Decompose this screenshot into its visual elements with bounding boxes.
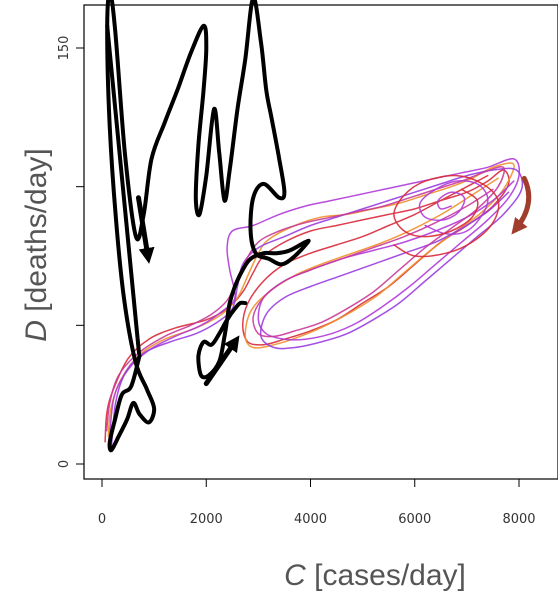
observed-line-0: [105, 0, 311, 453]
y-axis-variable: D: [20, 320, 53, 342]
x-axis: 0 2000 4000 6000 8000: [98, 479, 536, 527]
direction-arrow-2: [511, 175, 532, 235]
x-tick-label: 6000: [398, 512, 431, 527]
simulated-line-7: [418, 180, 489, 235]
observed-trajectory: [105, 0, 311, 453]
x-tick-label: 8000: [502, 512, 535, 527]
y-tick-label: 0: [57, 460, 72, 468]
direction-arrow-1: [203, 335, 240, 387]
y-axis-unit: [deaths/day]: [20, 148, 53, 311]
x-axis-variable: C: [284, 559, 306, 592]
simulated-line-4: [108, 158, 521, 443]
simulated-trajectories: [104, 158, 524, 449]
direction-arrow-0: [135, 195, 155, 264]
observed-line-1: [105, 23, 141, 356]
y-tick-label: 150: [57, 36, 72, 61]
direction-arrows: [135, 175, 532, 387]
y-axis: 0 150: [57, 36, 84, 468]
plot-frame: [83, 4, 558, 480]
x-tick-label: 0: [98, 512, 106, 527]
x-tick-label: 2000: [190, 512, 223, 527]
x-axis-unit: [cases/day]: [314, 559, 466, 592]
y-axis-title: D [deaths/day]: [20, 148, 53, 341]
x-tick-label: 4000: [294, 512, 327, 527]
simulated-line-6: [105, 166, 506, 432]
simulated-line-5: [110, 167, 524, 449]
x-axis-title: C [cases/day]: [284, 559, 466, 592]
simulated-line-8: [393, 174, 500, 258]
